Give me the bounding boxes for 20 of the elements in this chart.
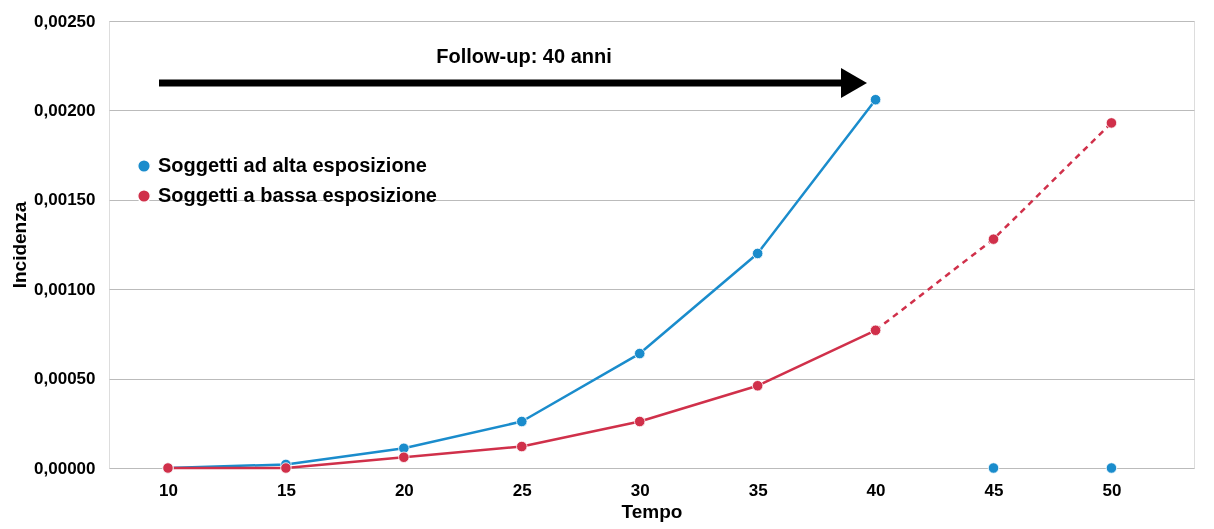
y-tick-label: 0,00000 bbox=[34, 458, 96, 478]
x-tick-label: 45 bbox=[984, 480, 1004, 500]
legend-label: Soggetti ad alta esposizione bbox=[158, 154, 427, 176]
y-tick-label: 0,00100 bbox=[34, 279, 96, 299]
y-tick-label: 0,00200 bbox=[34, 100, 96, 120]
x-tick-label: 35 bbox=[748, 480, 768, 500]
x-tick-label: 25 bbox=[512, 480, 532, 500]
x-tick-label: 20 bbox=[394, 480, 414, 500]
x-tick-label: 15 bbox=[276, 480, 296, 500]
y-tick-label: 0,00250 bbox=[34, 11, 96, 31]
y-tick-label: 0,00150 bbox=[34, 190, 96, 210]
y-tick-label: 0,00050 bbox=[34, 369, 96, 389]
x-tick-label: 50 bbox=[1102, 480, 1122, 500]
x-tick-label: 40 bbox=[866, 480, 886, 500]
annotation: Follow-up: 40 anni bbox=[436, 45, 612, 67]
x-tick-label: 10 bbox=[159, 480, 178, 500]
x-axis-title: Tempo bbox=[621, 500, 683, 522]
legend-label: Soggetti a bassa esposizione bbox=[158, 184, 437, 206]
x-tick-label: 30 bbox=[630, 480, 650, 500]
y-axis-title: Incidenza bbox=[9, 201, 31, 289]
